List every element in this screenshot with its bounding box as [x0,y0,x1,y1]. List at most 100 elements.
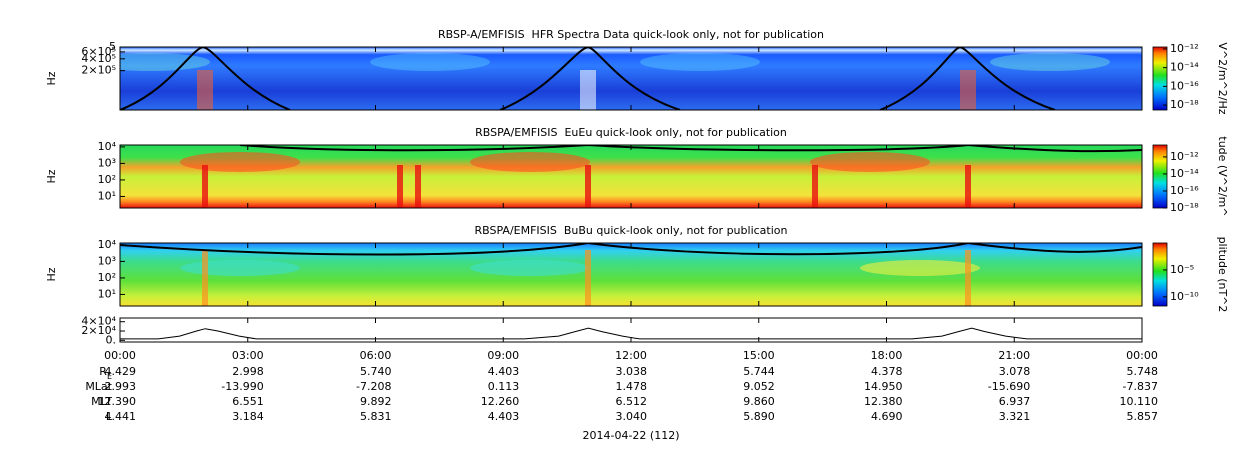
ephemeris-value: 9.892 [360,395,392,408]
panel-title: RBSPA/EMFISIS BuBu quick-look only, not … [475,224,788,237]
colorbar-tick-label: 10⁻¹⁸ [1170,201,1199,214]
ephemeris-value: 6.937 [999,395,1031,408]
colorbar-tick-label: 10⁻⁵ [1170,263,1194,276]
spectral-spike [960,70,976,110]
ephemeris-value: 2.998 [232,365,264,378]
y-tick-label: 2×10⁵ [81,64,116,77]
ephemeris-value: -7.208 [356,380,391,393]
colorbar-tick-label: 10⁻¹² [1170,150,1199,163]
spectral-feature [180,260,300,276]
colorbar-tick-label: 10⁻¹⁴ [1170,61,1199,74]
spectral-feature [370,53,490,71]
spectral-spike [585,250,591,306]
x-tick-label: 21:00 [998,349,1030,362]
y-tick-label: 10⁴ [98,140,117,153]
ephemeris-value: 5.857 [1127,410,1159,423]
panel-content [120,243,1142,306]
line [120,327,1142,340]
panel-title: RBSPA/EMFISIS EuEu quick-look only, not … [475,126,787,139]
ephemeris-value: 4.403 [488,365,520,378]
colorbar-tick-label: 10⁻¹⁶ [1170,79,1199,92]
y-tick-label: 10³ [98,254,116,267]
ephemeris-value: -7.837 [1123,380,1158,393]
y-axis-label: Hz [45,267,58,281]
y-tick-label: 5 [109,40,116,53]
spectral-spike [585,165,591,208]
spectral-spike [965,250,971,306]
colorbar-label: plitude (nT^2 [1216,237,1229,313]
ephemeris-value: 9.052 [743,380,775,393]
y-tick-label: 10⁴ [98,238,117,251]
spectral-feature [990,53,1110,71]
ephemeris-value: 5.831 [360,410,392,423]
y-tick-label: 10² [98,173,116,186]
ephemeris-value: 5.744 [743,365,775,378]
colorbar [1152,242,1168,307]
ephemeris-value: 10.110 [1120,395,1159,408]
y-tick-label: 4×10⁴ [81,315,116,328]
colorbar-label: tude (V^2/m^ [1216,136,1229,216]
ephemeris-label: L [106,410,113,423]
y-tick-label: 4×10⁵ [81,52,116,65]
ephemeris-value: 0.113 [488,380,520,393]
y-axis-label: Hz [45,169,58,183]
ephemeris-value: 3.321 [999,410,1031,423]
ephemeris-label: RE [99,365,112,381]
spectral-feature [470,152,590,172]
y-tick-label: 10¹ [98,287,116,300]
ephemeris-value: 1.478 [616,380,648,393]
spectrogram [120,47,1142,110]
x-tick-label: 06:00 [360,349,392,362]
x-tick-label: 12:00 [615,349,647,362]
ephemeris-value: 5.890 [743,410,775,423]
colorbar-tick-label: 10⁻¹² [1170,42,1199,55]
spectral-feature [860,260,980,276]
spectral-feature [180,152,300,172]
spectral-spike [197,70,213,110]
spectral-spike [812,165,818,208]
ephemeris-value: 6.512 [616,395,648,408]
ephemeris-label: MLat [85,380,112,393]
ephemeris-value: 14.950 [864,380,903,393]
colorbar-tick-label: 10⁻¹⁴ [1170,167,1199,180]
colorbar-tick-label: 10⁻¹⁰ [1170,290,1199,303]
cyclotron-curve [120,47,291,110]
cyclotron-curve [120,243,1142,256]
spectrogram [120,145,1142,208]
ephemeris-value: 3.078 [999,365,1031,378]
ephemeris-value: 4.403 [488,410,520,423]
ephemeris-label: MLT [91,395,112,408]
x-tick-label: 18:00 [871,349,903,362]
ephemeris-value: 12.380 [864,395,903,408]
colorbar [1152,46,1168,111]
ephemeris-value: 12.260 [481,395,520,408]
ephemeris-value: 12.390 [98,395,137,408]
spectral-feature [120,53,210,71]
ephemeris-value: 3.040 [616,410,648,423]
panel-title: RBSP-A/EMFISIS HFR Spectra Data quick-lo… [438,28,824,41]
y-axis-label: Hz [45,71,58,85]
ephemeris-label-text: R [99,365,107,378]
spectral-spike [202,165,208,208]
ephemeris-value: 5.748 [1127,365,1159,378]
spectral-spike [202,250,208,306]
colorbar-tick-label: 10⁻¹⁸ [1170,98,1199,111]
y-tick-label: 0. [106,333,117,346]
x-tick-label: 00:00 [104,349,136,362]
spectral-feature [810,152,930,172]
ephemeris-value: 5.740 [360,365,392,378]
ephemeris-label-text: L [106,410,113,423]
colorbar-tick-label: 10⁻¹⁶ [1170,184,1199,197]
x-tick-label: 15:00 [743,349,775,362]
ephemeris-value: 2.993 [105,380,137,393]
x-tick-label: 03:00 [232,349,264,362]
y-tick-label: 10³ [98,156,116,169]
ephemeris-label-text: MLT [91,395,112,408]
ephemeris-value: 3.184 [232,410,264,423]
y-tick-label: 10¹ [98,189,116,202]
spectral-spike [397,165,403,208]
spectral-feature [470,260,590,276]
cyclotron-curve [239,145,1142,153]
ephemeris-label-subscript: E [107,372,112,381]
